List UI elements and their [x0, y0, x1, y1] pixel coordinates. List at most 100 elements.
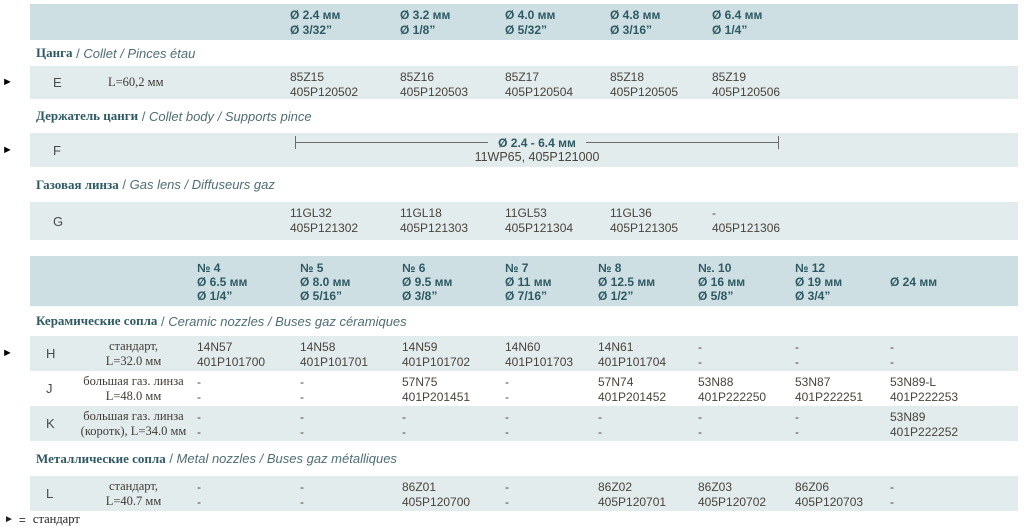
part-cell: -- [197, 410, 201, 439]
row-letter: J [46, 381, 53, 396]
row-description: стандарт, L=40.7 мм [105, 478, 162, 508]
part-cell: 14N57 401P101700 [197, 340, 266, 369]
size-range-span: Ø 2.4 - 6.4 мм 11WP65, 405P121000 [295, 136, 779, 164]
row-letter: H [46, 346, 56, 361]
part-cell: 85Z17 405P120504 [505, 70, 574, 99]
part-cell: -- [505, 375, 509, 404]
part-cell: -- [890, 340, 894, 369]
section-title-ceramic-nozzles: Керамические сопла / Ceramic nozzles / B… [30, 306, 1018, 336]
part-cell: 85Z19 405P120506 [712, 70, 781, 99]
column-header: Ø 24 мм [890, 275, 938, 289]
part-cell: 11GL32 405P121302 [290, 206, 359, 235]
table-row-J: J большая газ. линза L=48.0 мм -- -- 57N7… [30, 371, 1018, 406]
section-title-latin: Metal nozzles / Buses gaz métalliques [176, 451, 397, 466]
column-header: Ø 4.0 мм Ø 5/32” [505, 8, 556, 37]
standard-marker-icon: ► [2, 76, 13, 88]
legend: ► = стандарт [4, 512, 80, 527]
part-cell: 14N59 401P101702 [402, 340, 471, 369]
part-cell: -- [795, 410, 799, 439]
row-letter: K [46, 416, 55, 431]
part-cell: -- [300, 410, 304, 439]
section-title-ru: Держатель цанги [36, 108, 139, 123]
part-cell: 53N87 401P222251 [795, 375, 864, 404]
column-header: №. 10 Ø 16 мм Ø 5/8” [698, 261, 746, 303]
column-header: Ø 4.8 мм Ø 3/16” [610, 8, 661, 37]
part-cell: -- [890, 480, 894, 509]
standard-marker-icon: ► [2, 347, 13, 359]
table-row-L: L стандарт, L=40.7 мм -- -- 86Z01 405P1207… [30, 476, 1018, 511]
row-letter: F [53, 142, 61, 158]
section-title-ru: Керамические сопла [36, 313, 158, 328]
column-header: Ø 3.2 мм Ø 1/8” [400, 8, 451, 37]
standard-marker-icon: ► [2, 144, 13, 156]
section-title-collet: Цанга / Collet / Pinces étau [30, 40, 1018, 66]
part-cell: -- [698, 340, 702, 369]
part-cell: -- [598, 410, 602, 439]
part-cell: 86Z06 405P120703 [795, 480, 864, 509]
row-description: большая газ. линза L=48.0 мм [83, 373, 184, 403]
part-cell: 85Z16 405P120503 [400, 70, 469, 99]
row-description: L=60,2 мм [108, 75, 164, 89]
part-cell: -- [505, 410, 509, 439]
table1-header-row: Ø 2.4 мм Ø 3/32” Ø 3.2 мм Ø 1/8” Ø 4.0 мм Ø… [30, 4, 1018, 40]
part-cell: 53N89-L 401P222253 [890, 375, 959, 404]
part-cell: 14N60 401P101703 [505, 340, 574, 369]
section-title-collet-body: Держатель цанги / Collet body / Supports… [30, 99, 1018, 133]
part-cell: -- [505, 480, 509, 509]
standard-marker-icon: ► [4, 514, 14, 525]
part-cell: 57N75 401P201451 [402, 375, 471, 404]
range-bracket: Ø 2.4 - 6.4 мм [295, 135, 779, 150]
section-title-latin: Collet / Pinces étau [83, 45, 196, 61]
part-cell: 86Z02 405P120701 [598, 480, 667, 509]
row-letter: E [53, 75, 62, 90]
part-cell: 57N74 401P201452 [598, 375, 667, 404]
part-cell: 53N89 401P222252 [890, 410, 959, 439]
part-cell: -- [698, 410, 702, 439]
part-cell: -- [197, 375, 201, 404]
table-row-F: F Ø 2.4 - 6.4 мм 11WP65, 405P121000 [30, 133, 1018, 167]
section-title-ru: Газовая линза [36, 176, 119, 192]
column-header: № 12 Ø 19 мм Ø 3/4” [795, 261, 843, 303]
part-cell: -- [402, 410, 406, 439]
part-cell: 11GL18 405P121303 [400, 206, 469, 235]
section-title-ru: Цанга [36, 45, 73, 60]
parts-tables: Ø 2.4 мм Ø 3/32” Ø 3.2 мм Ø 1/8” Ø 4.0 мм Ø… [30, 4, 1018, 511]
column-header: Ø 6.4 мм Ø 1/4” [712, 8, 763, 37]
part-cell: 14N61 401P101704 [598, 340, 667, 369]
part-cell: 14N58 401P101701 [300, 340, 369, 369]
part-cell: -- [300, 480, 304, 509]
table-row-E: E L=60,2 мм 85Z15 405P120502 85Z16 405P120… [30, 66, 1018, 99]
table-row-H: H стандарт, L=32.0 мм 14N57 401P101700 14N… [30, 336, 1018, 371]
table-row-K: K большая газ. линза (коротк), L=34.0 мм … [30, 406, 1018, 441]
part-cell: -- [300, 375, 304, 404]
section-title-latin: Gas lens / Diffuseurs gaz [129, 177, 275, 192]
section-title-latin: Ceramic nozzles / Buses gaz céramiques [168, 313, 407, 329]
range-label: Ø 2.4 - 6.4 мм [498, 135, 576, 150]
part-cell: 11WP65, 405P121000 [474, 150, 600, 164]
section-title-latin: Collet body / Supports pince [148, 108, 312, 124]
legend-equals: = [18, 512, 26, 527]
part-cell: -405P121306 [712, 206, 781, 235]
part-cell: -- [795, 340, 799, 369]
part-cell: 86Z01 405P120700 [402, 480, 471, 509]
part-cell: -- [197, 480, 201, 509]
part-cell: 53N88 401P222250 [698, 375, 767, 404]
row-letter: L [46, 486, 54, 501]
row-description: стандарт, L=32.0 мм [105, 338, 162, 368]
part-cell: 86Z03 405P120702 [698, 480, 767, 509]
part-cell: 85Z15 405P120502 [290, 70, 359, 99]
row-description: большая газ. линза (коротк), L=34.0 мм [80, 408, 187, 438]
table-row-G: G 11GL32 405P121302 11GL18 405P121303 11GL… [30, 202, 1018, 240]
section-title-ru: Металлические сопла [36, 450, 166, 466]
section-title-gas-lens: Газовая линза / Gas lens / Diffuseurs ga… [30, 167, 1018, 202]
part-cell: 11GL36 405P121305 [610, 206, 679, 235]
section-title-metal-nozzles: Металлические сопла / Metal nozzles / Bu… [30, 441, 1018, 476]
legend-label: стандарт [32, 512, 80, 526]
